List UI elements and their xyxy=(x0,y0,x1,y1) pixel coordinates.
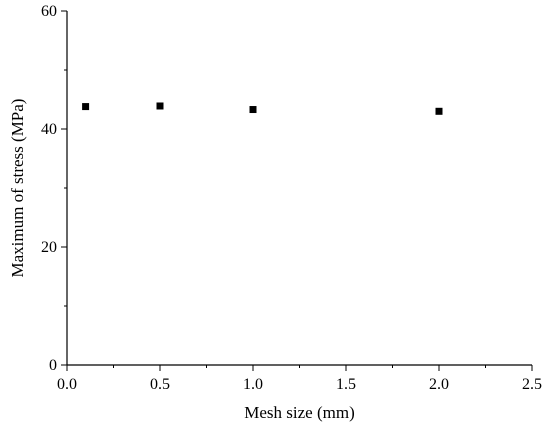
x-tick-label: 1.0 xyxy=(243,376,263,393)
x-tick-label: 0.5 xyxy=(150,376,170,393)
data-point xyxy=(82,103,90,111)
x-axis-title: Mesh size (mm) xyxy=(244,403,354,422)
axes: 0.0 0.5 1.0 1.5 2.0 2.5 0 20 40 60 xyxy=(41,3,542,393)
data-point xyxy=(249,106,257,114)
y-axis-title: Maximum of stress (MPa) xyxy=(8,99,27,278)
y-tick-label: 40 xyxy=(41,121,57,138)
x-tick-label: 2.5 xyxy=(522,376,542,393)
data-points xyxy=(82,102,443,115)
data-point xyxy=(435,107,443,115)
y-tick-label: 0 xyxy=(49,357,57,374)
x-tick-label: 1.5 xyxy=(336,376,356,393)
x-tick-label: 2.0 xyxy=(429,376,449,393)
y-tick-label: 60 xyxy=(41,3,57,20)
y-tick-label: 20 xyxy=(41,239,57,256)
data-point xyxy=(156,102,164,110)
x-tick-label: 0.0 xyxy=(57,376,77,393)
